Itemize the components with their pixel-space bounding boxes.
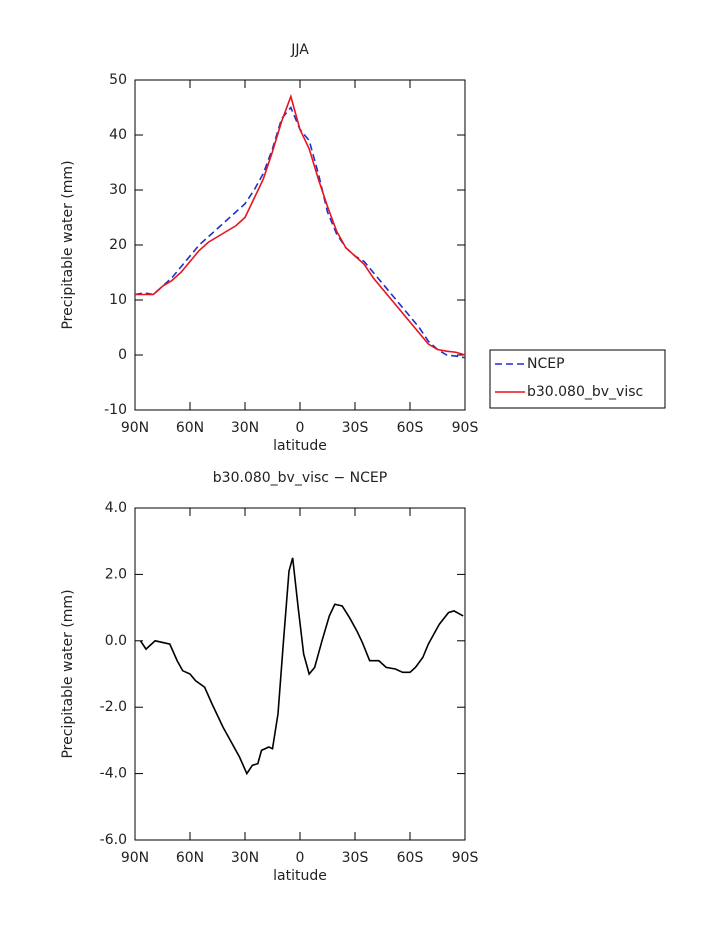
y-tick-label: 50 — [109, 72, 127, 88]
legend: NCEP b30.080_bv_visc — [489, 349, 666, 409]
y-tick-label: 0 — [118, 347, 127, 363]
y-tick-label: 4.0 — [105, 500, 127, 516]
y-tick-label: -4.0 — [100, 766, 127, 782]
legend-label: b30.080_bv_visc — [527, 384, 643, 400]
panel: JJA -10 0 10 20 30 40 50 90N 60N 30N 0 30S 60S 90S lati… — [60, 42, 478, 454]
y-tick-label: -2.0 — [100, 699, 127, 715]
series-line — [134, 105, 466, 359]
x-axis-label: latitude — [273, 868, 327, 884]
x-tick-label: 90S — [452, 850, 479, 866]
x-tick-label: 90N — [121, 420, 149, 436]
y-tick-label: 20 — [109, 237, 127, 253]
y-tick-label: -6.0 — [100, 832, 127, 848]
x-tick-label: 30S — [342, 420, 369, 436]
y-tick-label: 0.0 — [105, 633, 127, 649]
x-tick-label: 60N — [176, 850, 204, 866]
x-axis-label: latitude — [273, 438, 327, 454]
x-tick-label: 60N — [176, 420, 204, 436]
y-tick-label: -10 — [104, 402, 127, 418]
x-tick-label: 90N — [121, 850, 149, 866]
x-tick-label: 30N — [231, 420, 259, 436]
x-tick-label: 30S — [342, 850, 369, 866]
y-tick-label: 30 — [109, 182, 127, 198]
chart-title: b30.080_bv_visc − NCEP — [213, 470, 387, 486]
x-tick-label: 30N — [231, 850, 259, 866]
y-axis-label: Precipitable water (mm) — [60, 589, 76, 758]
legend-box — [489, 349, 666, 409]
x-tick-label: 0 — [296, 420, 305, 436]
chart-title: JJA — [290, 42, 309, 58]
series-line — [135, 93, 466, 356]
series-line — [139, 557, 464, 776]
plot-frame — [134, 507, 466, 841]
y-tick-label: 10 — [109, 292, 127, 308]
x-tick-label: 60S — [397, 420, 424, 436]
legend-label: NCEP — [527, 356, 565, 372]
y-tick-label: 2.0 — [105, 566, 127, 582]
y-tick-label: 40 — [109, 127, 127, 143]
x-tick-label: 0 — [296, 850, 305, 866]
x-tick-label: 60S — [397, 850, 424, 866]
panel: b30.080_bv_visc − NCEP -6.0 -4.0 -2.0 0.0 2.0… — [60, 470, 478, 884]
y-axis-label: Precipitable water (mm) — [60, 160, 76, 329]
x-tick-label: 90S — [452, 420, 479, 436]
